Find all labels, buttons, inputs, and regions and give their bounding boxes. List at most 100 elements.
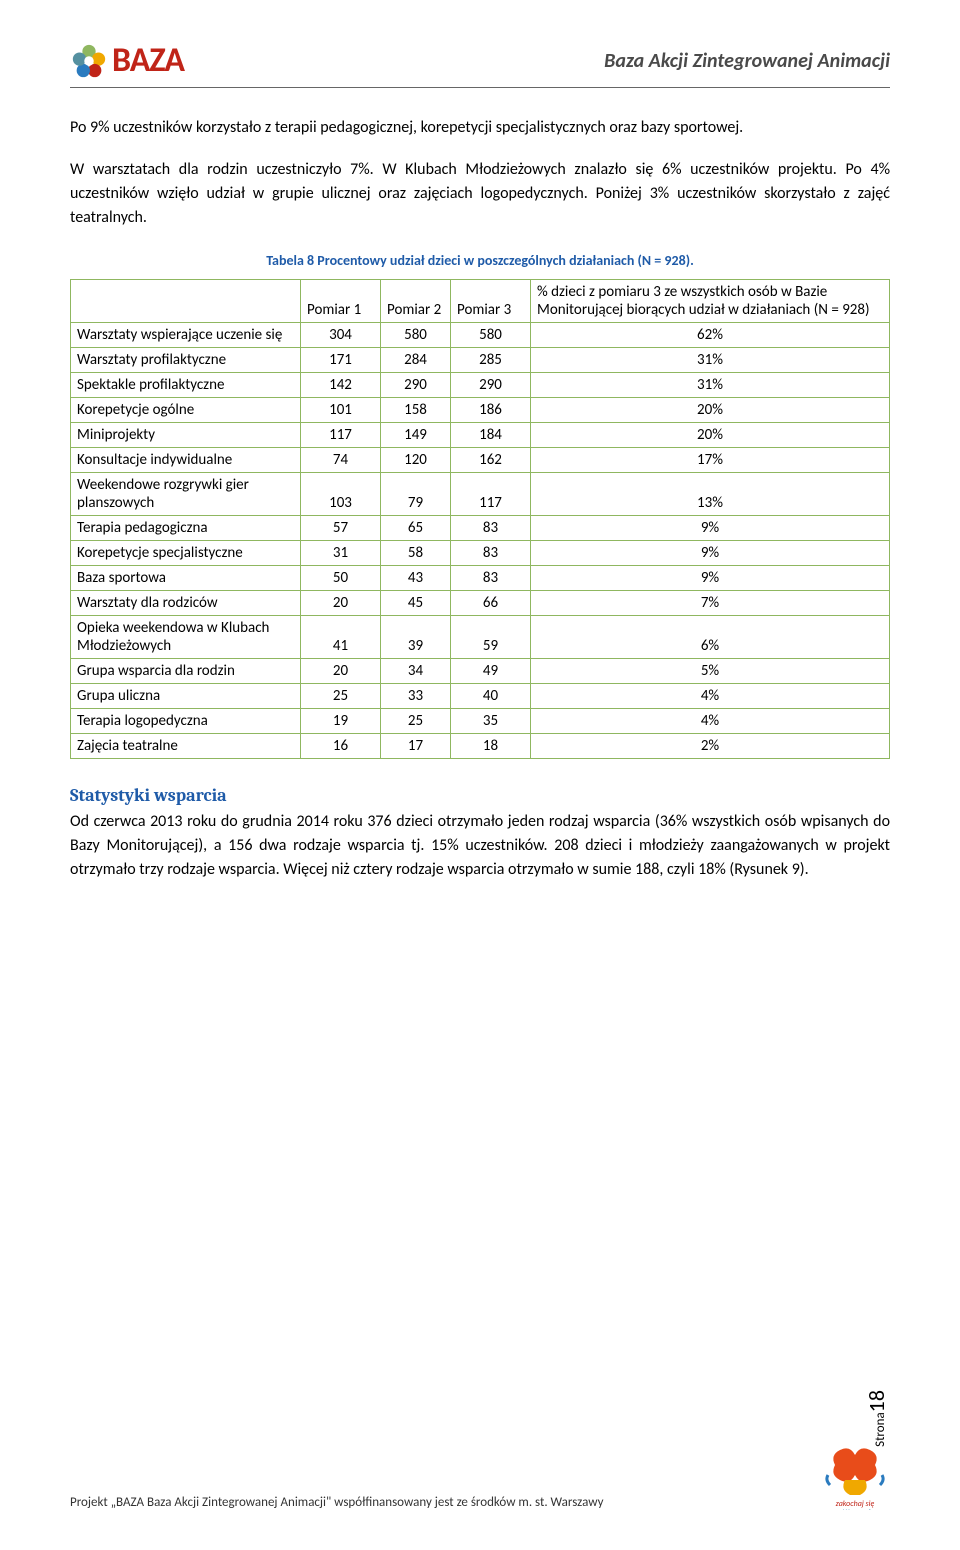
row-pct: 9%: [531, 566, 890, 591]
row-p1: 171: [301, 348, 381, 373]
row-pct: 9%: [531, 541, 890, 566]
row-pct: 20%: [531, 398, 890, 423]
col-header-p1: Pomiar 1: [301, 280, 381, 323]
svg-text:w Warszawie: w Warszawie: [836, 1507, 874, 1510]
col-header-name: [71, 280, 301, 323]
row-pct: 5%: [531, 659, 890, 684]
row-p3: 35: [451, 709, 531, 734]
row-p2: 149: [381, 423, 451, 448]
row-p2: 17: [381, 734, 451, 759]
table-row: Grupa uliczna2533404%: [71, 684, 890, 709]
row-pct: 7%: [531, 591, 890, 616]
table-row: Terapia pedagogiczna5765839%: [71, 516, 890, 541]
row-pct: 62%: [531, 323, 890, 348]
row-name: Weekendowe rozgrywki gier planszowych: [71, 473, 301, 516]
row-name: Miniprojekty: [71, 423, 301, 448]
row-name: Terapia pedagogiczna: [71, 516, 301, 541]
row-p2: 33: [381, 684, 451, 709]
table-row: Weekendowe rozgrywki gier planszowych103…: [71, 473, 890, 516]
row-pct: 20%: [531, 423, 890, 448]
row-pct: 13%: [531, 473, 890, 516]
table-row: Opieka weekendowa w Klubach Młodzieżowyc…: [71, 616, 890, 659]
row-pct: 31%: [531, 373, 890, 398]
table-row: Korepetycje ogólne10115818620%: [71, 398, 890, 423]
table-caption: Tabela 8 Procentowy udział dzieci w posz…: [70, 252, 890, 269]
col-header-p2: Pomiar 2: [381, 280, 451, 323]
row-pct: 2%: [531, 734, 890, 759]
header-title: Baza Akcji Zintegrowanej Animacji: [604, 49, 890, 73]
row-p3: 59: [451, 616, 531, 659]
intro-paragraph-2: W warsztatach dla rodzin uczestniczyło 7…: [70, 158, 890, 230]
row-p1: 103: [301, 473, 381, 516]
row-p1: 74: [301, 448, 381, 473]
row-p1: 41: [301, 616, 381, 659]
row-pct: 6%: [531, 616, 890, 659]
table-row: Zajęcia teatralne1617182%: [71, 734, 890, 759]
table-row: Terapia logopedyczna1925354%: [71, 709, 890, 734]
row-p1: 57: [301, 516, 381, 541]
row-p3: 83: [451, 566, 531, 591]
brand-text: BAZA: [112, 40, 184, 81]
col-header-pct: % dzieci z pomiaru 3 ze wszystkich osób …: [531, 280, 890, 323]
row-p1: 117: [301, 423, 381, 448]
row-p2: 580: [381, 323, 451, 348]
section-title: Statystyki wsparcia: [70, 785, 890, 806]
row-name: Konsultacje indywidualne: [71, 448, 301, 473]
row-name: Terapia logopedyczna: [71, 709, 301, 734]
row-pct: 9%: [531, 516, 890, 541]
row-name: Warsztaty dla rodziców: [71, 591, 301, 616]
row-p2: 45: [381, 591, 451, 616]
row-p2: 284: [381, 348, 451, 373]
row-name: Zajęcia teatralne: [71, 734, 301, 759]
row-p2: 34: [381, 659, 451, 684]
brand-logo: BAZA: [70, 40, 184, 81]
row-name: Baza sportowa: [71, 566, 301, 591]
row-p2: 39: [381, 616, 451, 659]
footer-text: Projekt „BAZA Baza Akcji Zintegrowanej A…: [70, 1495, 603, 1510]
col-header-p3: Pomiar 3: [451, 280, 531, 323]
page-number-value: 18: [863, 1390, 890, 1412]
row-name: Korepetycje ogólne: [71, 398, 301, 423]
row-p2: 58: [381, 541, 451, 566]
row-p2: 79: [381, 473, 451, 516]
row-p3: 186: [451, 398, 531, 423]
warsaw-logo-icon: zakochaj się w Warszawie: [820, 1430, 890, 1510]
row-pct: 17%: [531, 448, 890, 473]
row-name: Korepetycje specjalistyczne: [71, 541, 301, 566]
row-p3: 290: [451, 373, 531, 398]
row-p1: 304: [301, 323, 381, 348]
row-p1: 25: [301, 684, 381, 709]
row-p2: 43: [381, 566, 451, 591]
row-p1: 50: [301, 566, 381, 591]
data-table: Pomiar 1 Pomiar 2 Pomiar 3 % dzieci z po…: [70, 279, 890, 759]
row-name: Grupa wsparcia dla rodzin: [71, 659, 301, 684]
row-p1: 101: [301, 398, 381, 423]
page-header: BAZA Baza Akcji Zintegrowanej Animacji: [70, 40, 890, 88]
table-row: Konsultacje indywidualne7412016217%: [71, 448, 890, 473]
flower-icon: [70, 42, 108, 80]
row-p2: 25: [381, 709, 451, 734]
row-pct: 4%: [531, 684, 890, 709]
row-p3: 285: [451, 348, 531, 373]
table-row: Warsztaty dla rodziców2045667%: [71, 591, 890, 616]
table-row: Baza sportowa5043839%: [71, 566, 890, 591]
row-p3: 117: [451, 473, 531, 516]
row-pct: 4%: [531, 709, 890, 734]
row-name: Warsztaty wspierające uczenie się: [71, 323, 301, 348]
row-p3: 66: [451, 591, 531, 616]
row-p2: 158: [381, 398, 451, 423]
row-p3: 83: [451, 541, 531, 566]
table-row: Spektakle profilaktyczne14229029031%: [71, 373, 890, 398]
section-body: Od czerwca 2013 roku do grudnia 2014 rok…: [70, 810, 890, 882]
row-name: Warsztaty profilaktyczne: [71, 348, 301, 373]
table-row: Grupa wsparcia dla rodzin2034495%: [71, 659, 890, 684]
row-p1: 16: [301, 734, 381, 759]
row-name: Spektakle profilaktyczne: [71, 373, 301, 398]
row-name: Opieka weekendowa w Klubach Młodzieżowyc…: [71, 616, 301, 659]
row-p2: 65: [381, 516, 451, 541]
table-row: Korepetycje specjalistyczne3158839%: [71, 541, 890, 566]
row-p2: 120: [381, 448, 451, 473]
table-row: Warsztaty profilaktyczne17128428531%: [71, 348, 890, 373]
row-p3: 83: [451, 516, 531, 541]
row-p2: 290: [381, 373, 451, 398]
